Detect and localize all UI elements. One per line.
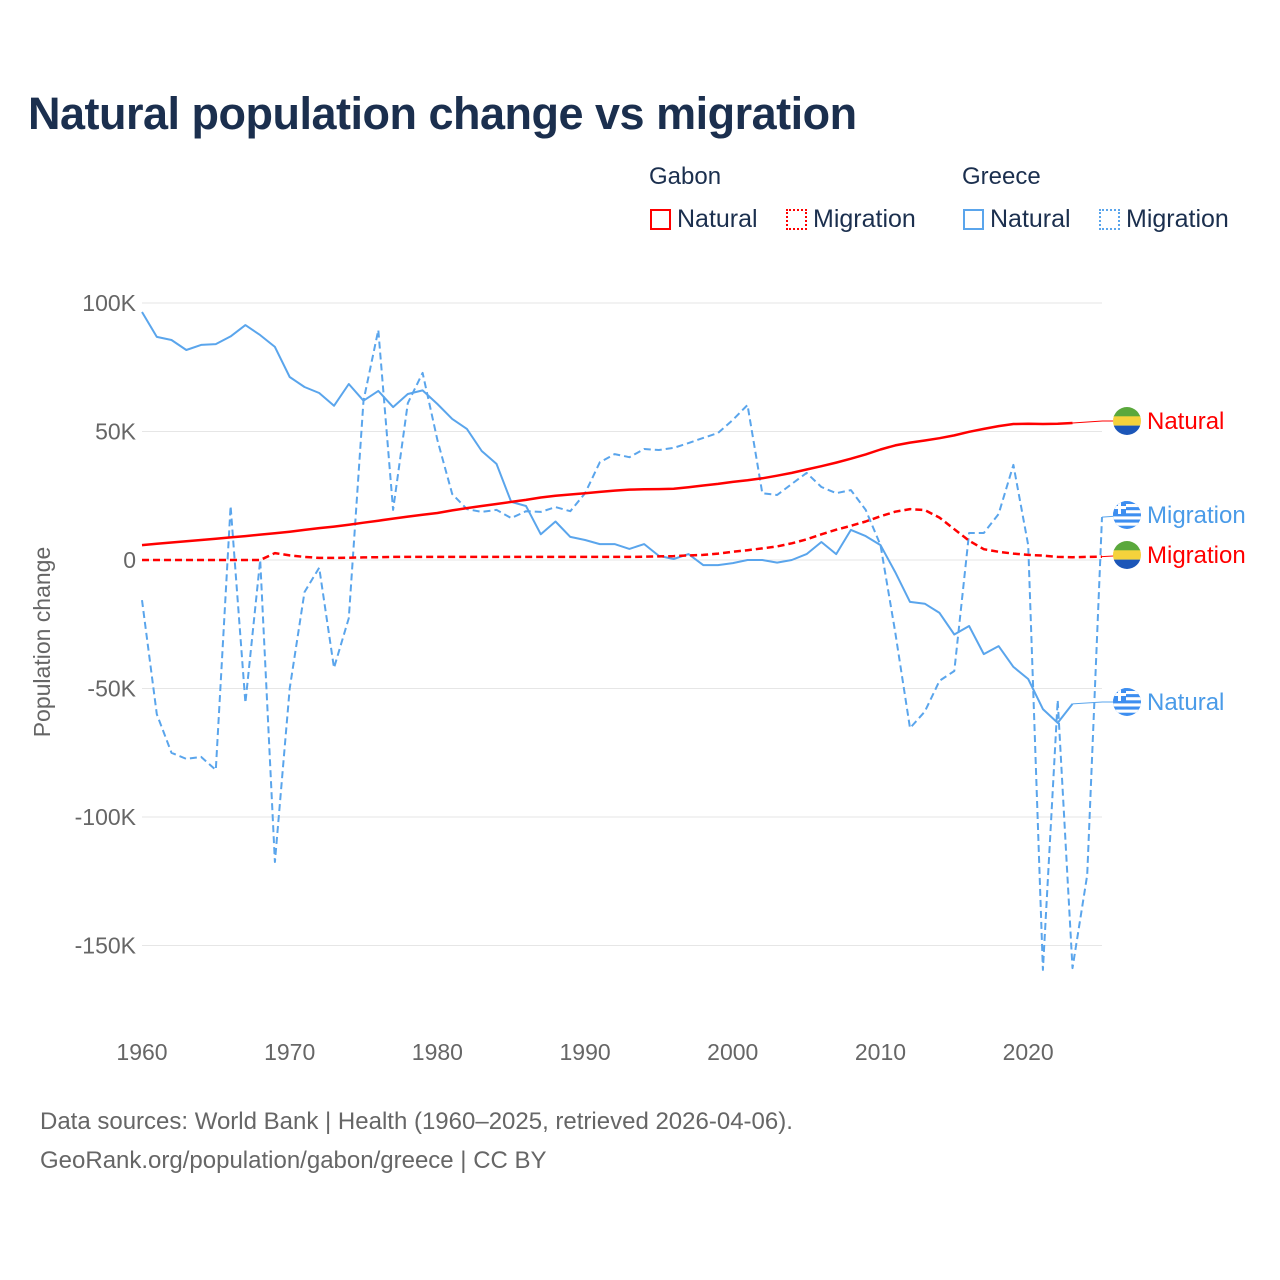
legend-label: Natural: [990, 205, 1071, 233]
legend-group-gabon: Gabon: [649, 163, 722, 190]
end-label-greece-natural: Natural: [1072, 688, 1224, 716]
series-line-greece-natural: [141, 311, 1074, 724]
y-tick-label: 0: [123, 547, 136, 573]
legend-label: Migration: [1126, 205, 1229, 233]
end-label-text: Migration: [1147, 502, 1246, 529]
y-tick-label: -50K: [87, 676, 136, 702]
end-label-text: Natural: [1147, 408, 1224, 435]
connector-line: [1072, 420, 1113, 424]
end-label-text: Natural: [1147, 689, 1224, 716]
dotted-swatch-icon: [786, 209, 807, 230]
legend-gabon-migration[interactable]: Migration: [786, 205, 916, 234]
chart-title: Natural population change vs migration: [28, 88, 857, 139]
end-label-gabon-natural: Natural: [1072, 407, 1224, 435]
y-tick-label: -150K: [75, 933, 137, 959]
solid-swatch-icon: [650, 209, 671, 230]
legend-label: Migration: [813, 205, 916, 233]
greece-flag-icon: [1113, 501, 1141, 529]
legend-gabon-natural[interactable]: Natural: [650, 205, 758, 234]
x-tick-label: 1960: [116, 1039, 167, 1065]
footer-sources: Data sources: World Bank | Health (1960–…: [40, 1108, 793, 1135]
gabon-flag-icon: [1113, 541, 1141, 569]
x-tick-label: 1970: [264, 1039, 315, 1065]
x-tick-label: 2020: [1003, 1039, 1054, 1065]
series-line-gabon-migration: [142, 507, 1103, 562]
end-label-greece-migration: Migration: [1101, 501, 1246, 529]
footer-credit[interactable]: GeoRank.org/population/gabon/greece | CC…: [40, 1147, 547, 1174]
x-tick-label: 1980: [412, 1039, 463, 1065]
x-tick-label: 2000: [707, 1039, 758, 1065]
series-line-greece-migration: [141, 329, 1103, 971]
x-tick-label: 1990: [559, 1039, 610, 1065]
end-label-gabon-migration: Migration: [1101, 541, 1246, 569]
greece-flag-icon: [1113, 688, 1141, 716]
solid-swatch-icon: [963, 209, 984, 230]
y-tick-label: 100K: [82, 290, 136, 316]
end-label-text: Migration: [1147, 542, 1246, 569]
connector-line: [1072, 701, 1113, 705]
y-tick-label: 50K: [95, 419, 137, 445]
dotted-swatch-icon: [1099, 209, 1120, 230]
gabon-flag-icon: [1113, 407, 1141, 435]
y-tick-label: -100K: [75, 804, 137, 830]
legend-group-greece: Greece: [962, 163, 1041, 190]
x-tick-label: 2010: [855, 1039, 906, 1065]
y-axis-label: Population change: [29, 547, 55, 738]
legend-label: Natural: [677, 205, 758, 233]
series-line-gabon-natural: [141, 421, 1073, 547]
legend-greece-migration[interactable]: Migration: [1099, 205, 1229, 234]
legend-greece-natural[interactable]: Natural: [963, 205, 1071, 234]
